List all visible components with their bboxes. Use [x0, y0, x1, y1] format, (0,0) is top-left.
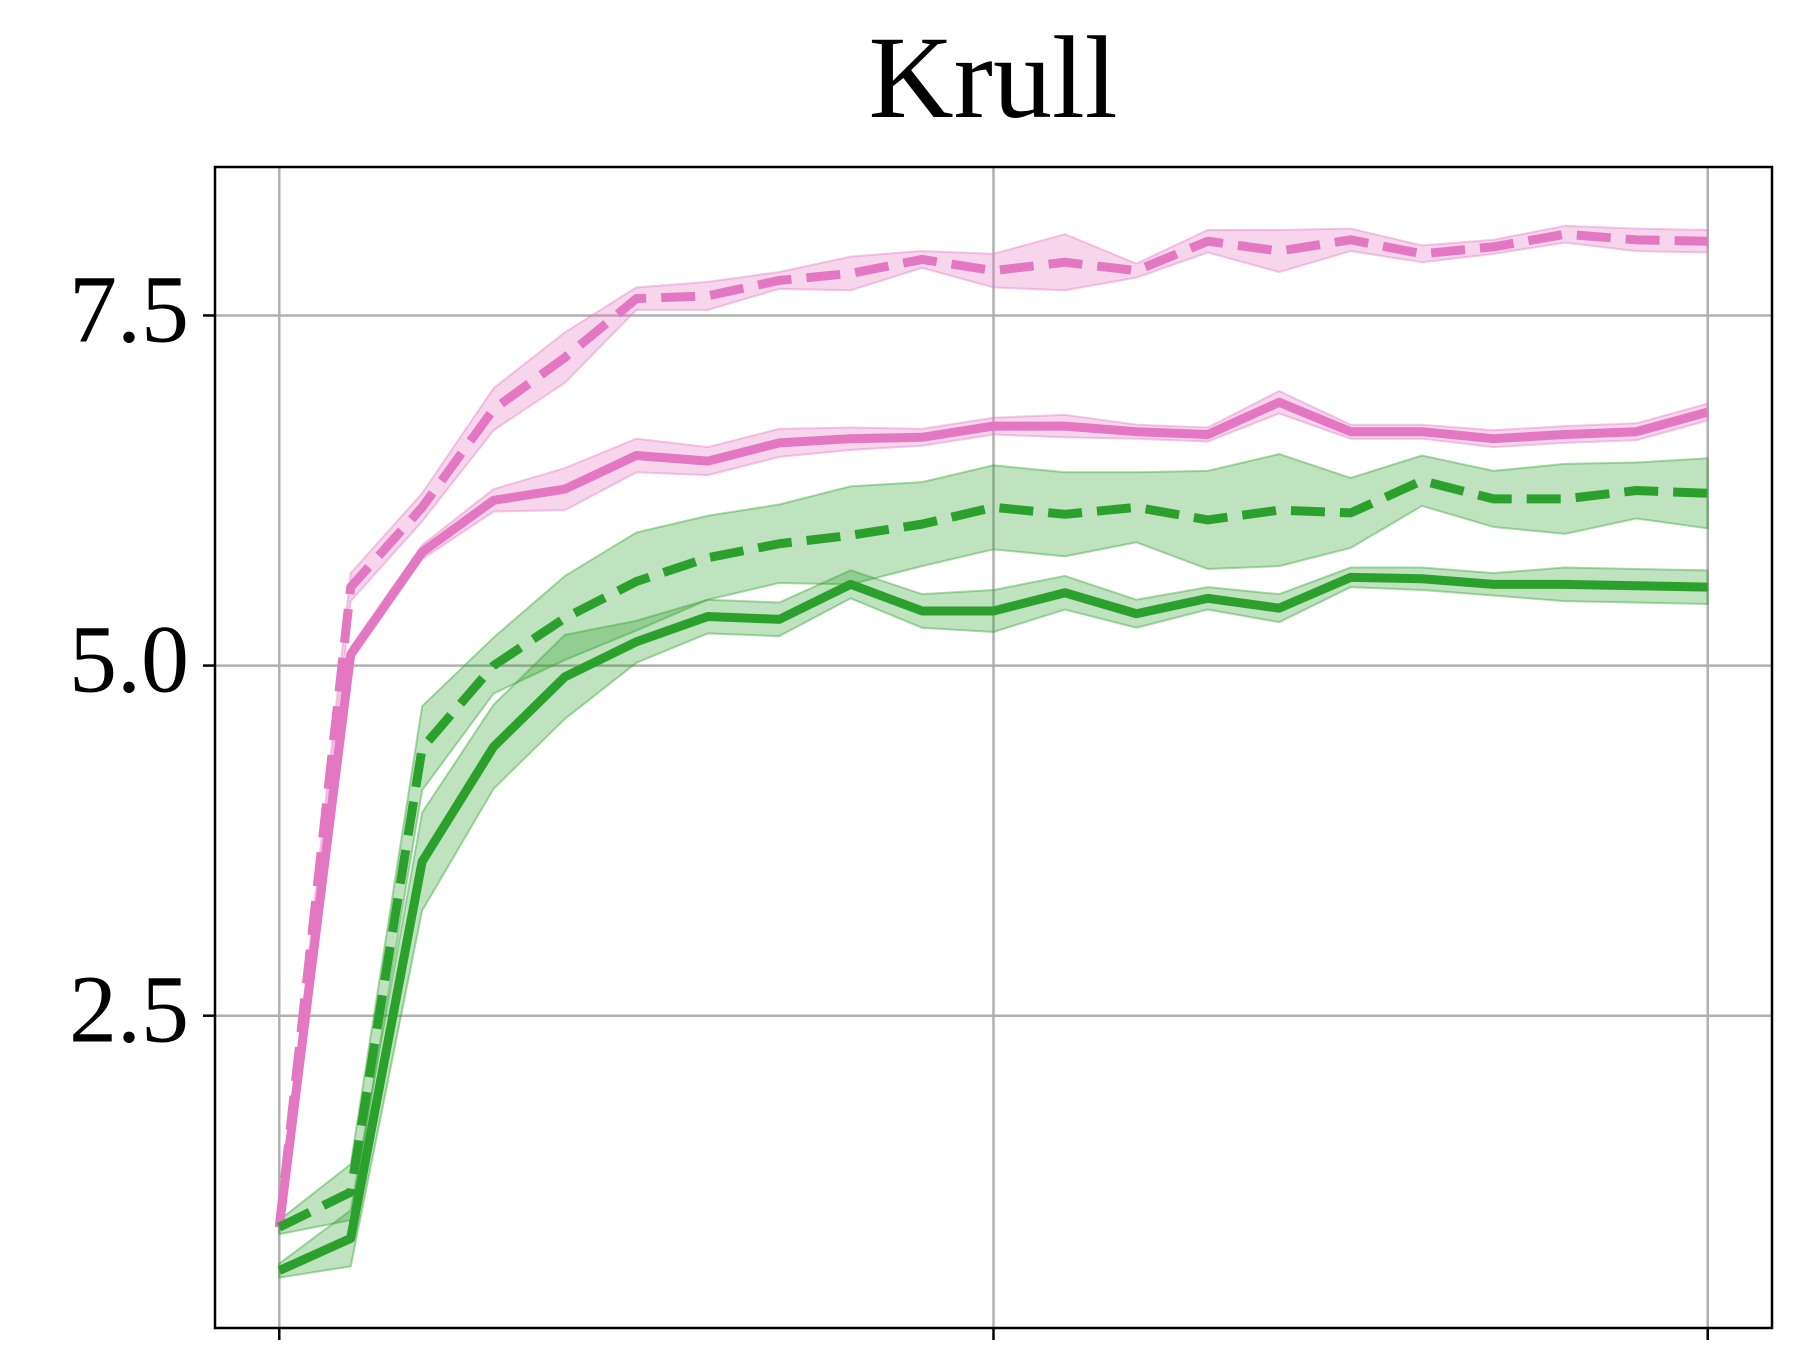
series-line — [277, 572, 1708, 1275]
chart-title: Krull — [868, 12, 1117, 143]
series-line — [274, 229, 1708, 1228]
series-line — [277, 476, 1708, 1232]
error-band — [278, 453, 1709, 1236]
error-band — [278, 389, 1709, 1232]
error-band — [278, 224, 1709, 1232]
y-tick-label: 2.5 — [69, 956, 189, 1063]
plot-frame — [213, 165, 1774, 1330]
error-band — [278, 566, 1709, 1279]
series-line — [274, 397, 1709, 1228]
y-tick-label: 7.5 — [69, 255, 189, 362]
y-tick-label: 5.0 — [69, 606, 189, 713]
